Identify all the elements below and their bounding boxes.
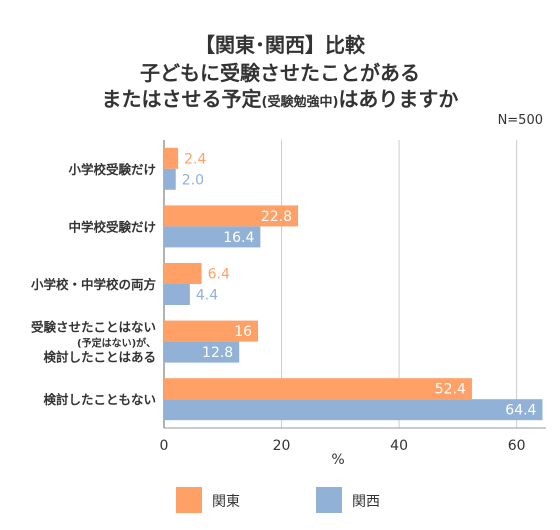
legend-swatch-kansai	[316, 487, 342, 513]
legend-label-kansai: 関西	[352, 494, 380, 510]
sample-size-note: N=500	[498, 113, 543, 128]
chart-title: 【関東･関西】比較 子どもに受験させたことがある またはさせる予定(受験勉強中)…	[102, 33, 459, 111]
title-line-3: またはさせる予定(受験勉強中)はありますか	[102, 87, 459, 111]
category-label: 中学校受験だけ	[68, 219, 156, 234]
x-tick-label: 40	[390, 438, 408, 454]
legend-label-kanto: 関東	[212, 494, 240, 510]
category-label: 検討したことはある	[43, 350, 156, 365]
bar-kanto	[164, 320, 259, 342]
category-label: 受験させたことはない	[31, 320, 156, 335]
data-label-kansai: 2.0	[182, 172, 204, 188]
title-line-3-paren: (受験勉強中)	[262, 94, 339, 110]
category-label: 小学校・中学校の両方	[30, 277, 156, 292]
title-line-3-end: はありますか	[338, 87, 458, 111]
legend-swatch-kanto	[176, 487, 202, 513]
x-tick-label: 20	[273, 438, 291, 454]
data-label-kanto: 16	[234, 324, 252, 340]
bar-kansai	[164, 168, 176, 190]
category-label: 小学校受験だけ	[67, 162, 156, 177]
data-label-kansai: 64.4	[505, 403, 536, 419]
data-label-kanto: 22.8	[261, 209, 292, 225]
category-label: (予定はない)が、	[77, 337, 156, 350]
bar-kansai	[164, 341, 240, 363]
x-tick-label: 60	[508, 438, 526, 454]
bar-kansai	[164, 284, 190, 305]
title-line-1: 【関東･関西】比較	[195, 33, 366, 57]
bar-kansai	[164, 226, 261, 248]
bar-kanto	[164, 147, 179, 169]
title-line-2: 子どもに受験させたことがある	[140, 61, 420, 85]
x-tick-labels: 0 20 40 60	[160, 438, 526, 454]
data-label-kanto: 52.4	[435, 382, 466, 398]
bar-kanto	[164, 263, 202, 284]
title-line-3-main: またはさせる予定	[102, 87, 262, 111]
legend: 関東 関西	[176, 487, 380, 513]
data-label-kanto: 2.4	[184, 151, 206, 167]
bar-kansai	[164, 399, 543, 421]
x-tick-label: 0	[160, 438, 169, 454]
data-label-kanto: 6.4	[208, 267, 230, 283]
x-axis-label: %	[331, 452, 344, 468]
data-label-kansai: 4.4	[196, 288, 218, 304]
bar-kanto	[164, 205, 298, 227]
category-label: 検討したこともない	[43, 392, 156, 407]
data-label-kansai: 16.4	[223, 230, 254, 246]
bar-kanto	[164, 378, 472, 400]
data-label-kansai: 12.8	[202, 345, 233, 361]
